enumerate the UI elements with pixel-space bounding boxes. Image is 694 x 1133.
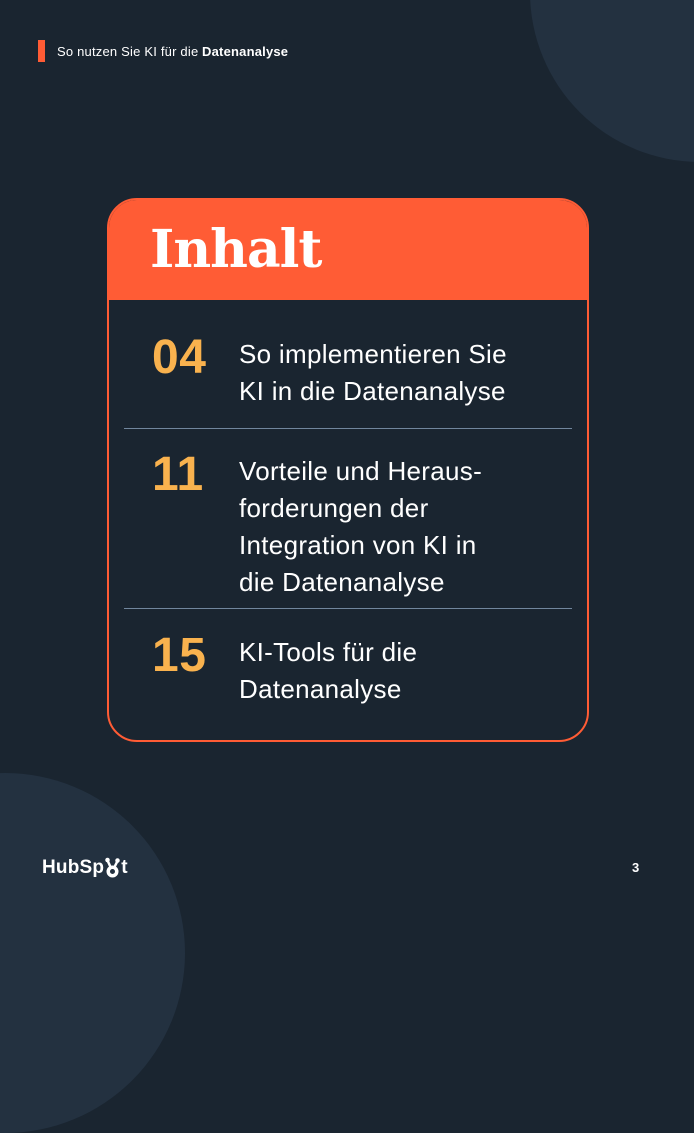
toc-entry-page-number: 04: [152, 331, 207, 384]
toc-entry-title: So implementieren Sie KI in die Datenana…: [239, 339, 507, 406]
toc-entry-page-number: 11: [152, 448, 204, 501]
running-header-bold: Datenanalyse: [202, 43, 289, 59]
hubspot-logo: HubSp t: [42, 857, 128, 879]
logo-text-prefix: HubSp: [42, 857, 105, 878]
toc-entry-page-number: 15: [152, 629, 207, 682]
logo-text-suffix: t: [121, 857, 128, 878]
toc-entry-title: KI-Tools für die Datenanalyse: [239, 637, 418, 704]
divider: [124, 428, 572, 429]
running-header: So nutzen Sie KI für die Datenanalyse: [38, 40, 288, 62]
toc-card: Inhalt 04 So implementieren Sie KI in di…: [107, 198, 589, 742]
toc-entry[interactable]: 04 So implementieren Sie KI in die Daten…: [109, 300, 587, 428]
toc-title: Inhalt: [150, 219, 322, 280]
toc-entry-title: Vorteile und Heraus- forderungen der Int…: [239, 456, 483, 597]
decor-circle-bottom-left: [0, 773, 185, 1133]
hubspot-sprocket-icon: [105, 857, 120, 878]
running-header-text: So nutzen Sie KI für die Datenanalyse: [57, 44, 288, 59]
toc-entry[interactable]: 15 KI-Tools für die Datenanalyse: [109, 609, 587, 718]
toc-card-header: Inhalt: [109, 200, 587, 300]
divider: [124, 608, 572, 609]
decor-circle-top-right: [530, 0, 694, 162]
accent-bar: [38, 40, 45, 62]
running-header-regular: So nutzen Sie KI für die: [57, 43, 199, 59]
page-number: 3: [632, 860, 640, 875]
toc-list: 04 So implementieren Sie KI in die Daten…: [109, 300, 587, 718]
toc-entry[interactable]: 11 Vorteile und Heraus- forderungen der …: [109, 429, 587, 608]
